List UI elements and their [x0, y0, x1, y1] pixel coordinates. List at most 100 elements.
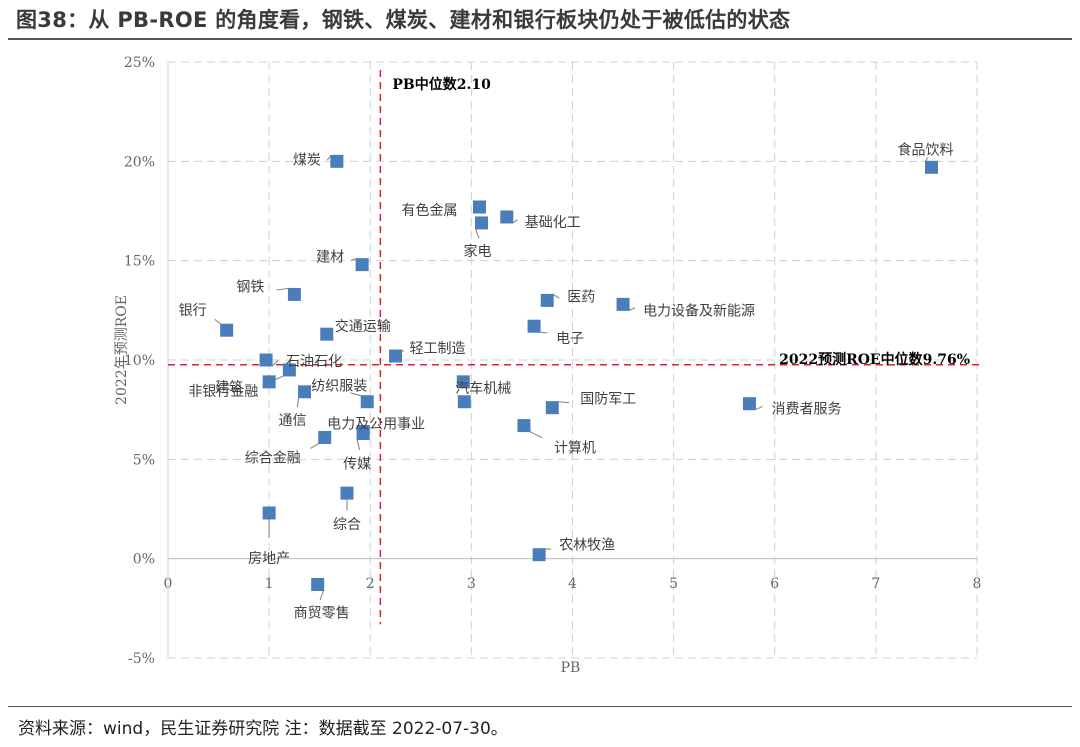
leader-line: [545, 548, 552, 550]
label-建材: 建材: [316, 250, 344, 266]
y-axis-title: 2022年预测ROE: [114, 295, 130, 405]
label-汽车机械: 汽车机械: [455, 380, 511, 397]
point-汽车机械: [456, 375, 470, 389]
point-建材: [355, 258, 369, 272]
point-通信: [298, 385, 312, 399]
point-煤炭: [330, 154, 344, 168]
point-商贸零售: [311, 577, 325, 591]
x-tick-label: 7: [871, 576, 880, 592]
source-rule: [8, 706, 1072, 707]
leader-line: [755, 406, 763, 411]
scatter-chart: 0 1 2 3 4 5 6 7 8-5%0%5%10%15%20%25%PB2022年预测ROE…: [114, 55, 981, 676]
y-tick-label: 25%: [124, 55, 155, 71]
label-计算机: 计算机: [554, 441, 596, 457]
leader-line: [925, 157, 929, 162]
point-综合金融: [318, 430, 332, 444]
point-钢铁: [287, 287, 301, 301]
point-消费者服务: [742, 397, 756, 411]
label-纺织服装: 纺织服装: [311, 379, 367, 395]
label-传媒: 传媒: [343, 457, 371, 473]
source-note: 资料来源：wind，民生证券研究院 注：数据截至 2022-07-30。: [18, 719, 508, 739]
point-家电: [474, 216, 488, 230]
label-有色金属: 有色金属: [401, 202, 457, 219]
leader-line: [529, 431, 543, 439]
x-tick-label: 5: [669, 576, 678, 592]
label-基础化工: 基础化工: [525, 214, 581, 231]
point-汽车: [457, 395, 471, 409]
label-银行: 银行: [179, 303, 207, 319]
reference-lines: PB中位数2.10 2022预测ROE中位数9.76%: [168, 70, 979, 625]
x-tick-label: 2: [366, 576, 375, 592]
y-tick-label: -5%: [128, 651, 155, 667]
point-基础化工: [500, 210, 514, 224]
point-建筑: [262, 375, 276, 389]
label-医药: 医药: [567, 289, 595, 305]
leader-line: [276, 287, 289, 291]
label-石油石化: 石油石化: [286, 354, 342, 370]
leader-line: [214, 318, 221, 325]
leader-line: [271, 360, 279, 367]
label-食品饮料: 食品饮料: [897, 141, 953, 158]
point-电子: [527, 319, 541, 333]
y-tick-label: 20%: [124, 154, 155, 170]
label-电子: 电子: [556, 331, 584, 347]
leader-line: [356, 439, 361, 451]
point-农林牧渔: [532, 548, 546, 562]
label-国防军工: 国防军工: [580, 392, 636, 408]
label-商贸零售: 商贸零售: [294, 605, 350, 621]
leader-line: [558, 401, 570, 404]
leader-line: [475, 228, 480, 239]
label-非银行金融: 非银行金融: [188, 384, 258, 400]
leader-line: [326, 155, 332, 161]
roe-median-label: 2022预测ROE中位数9.76%: [779, 351, 970, 368]
y-tick-label: 5%: [133, 452, 155, 468]
point-国防军工: [545, 401, 559, 415]
leader-line: [350, 392, 362, 397]
leader-line: [540, 331, 548, 334]
x-tick-label: 3: [467, 576, 476, 592]
label-家电: 家电: [463, 243, 491, 260]
label-通信: 通信: [279, 413, 307, 429]
x-axis-title: PB: [561, 660, 581, 676]
label-煤炭: 煤炭: [293, 152, 321, 168]
leader-line: [512, 219, 518, 224]
point-食品饮料: [924, 160, 938, 174]
x-tick-label: 6: [770, 576, 779, 592]
leader-line: [628, 307, 636, 311]
x-tick-label: 1: [265, 576, 274, 592]
point-医药: [540, 293, 554, 307]
point-交通运输: [320, 327, 334, 341]
point-有色金属: [472, 200, 486, 214]
label-轻工制造: 轻工制造: [410, 341, 466, 357]
point-银行: [220, 323, 234, 337]
point-计算机: [517, 419, 531, 433]
y-tick-label: 15%: [124, 254, 155, 270]
data-points: [220, 154, 938, 591]
point-综合: [340, 486, 354, 500]
x-tick-label: 8: [973, 576, 982, 592]
leader-line: [296, 397, 300, 408]
y-tick-label: 10%: [124, 353, 155, 369]
figure-title: 图38：从 PB-ROE 的角度看，钢铁、煤炭、建材和银行板块仍处于被低估的状态: [16, 8, 791, 32]
point-房地产: [262, 506, 276, 520]
point-传媒: [356, 427, 370, 441]
leader-line: [319, 590, 325, 601]
label-电力及公用事业: 电力及公用事业: [327, 417, 425, 433]
point-轻工制造: [389, 349, 403, 363]
label-钢铁: 钢铁: [236, 279, 264, 295]
label-综合: 综合: [333, 517, 361, 533]
y-tick-label: 0%: [133, 552, 155, 568]
label-消费者服务: 消费者服务: [771, 402, 841, 418]
label-农林牧渔: 农林牧渔: [559, 538, 615, 554]
point-石油石化: [259, 353, 273, 367]
label-房地产: 房地产: [248, 551, 290, 567]
label-综合金融: 综合金融: [245, 450, 301, 466]
x-tick-label: 4: [568, 576, 577, 592]
label-建筑: 建筑: [215, 380, 243, 396]
point-纺织服装: [360, 395, 374, 409]
label-电力设备及新能源: 电力设备及新能源: [643, 302, 755, 319]
point-电力设备及新能源: [616, 297, 630, 311]
point-非银行金融: [282, 363, 296, 377]
